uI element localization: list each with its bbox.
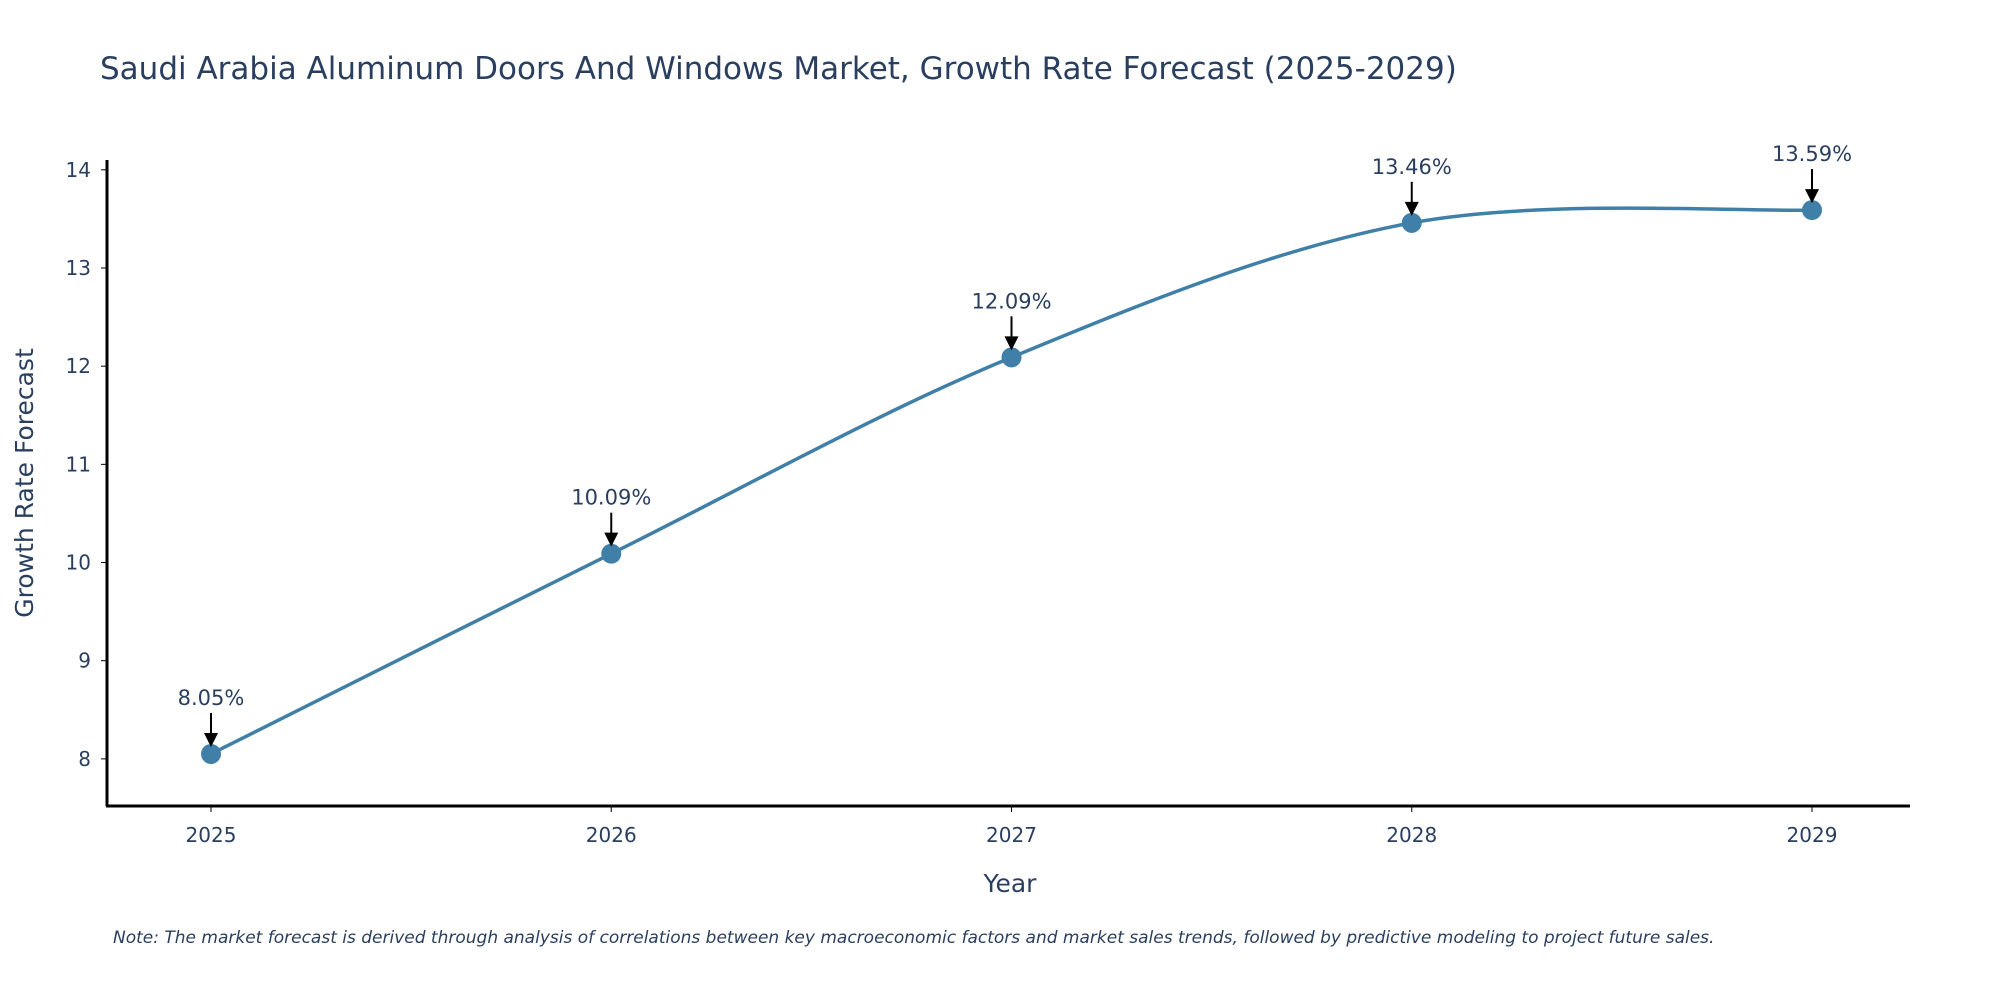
data-label: 13.46% [1372, 155, 1452, 179]
x-tick-label: 2025 [186, 823, 237, 847]
x-tick-label: 2029 [1787, 823, 1838, 847]
y-tick-label: 14 [66, 158, 91, 182]
data-annotations: 8.05% 10.09% 12.09% 13.46% 13.59% [178, 142, 1852, 747]
y-tick-label: 9 [78, 649, 91, 673]
annotation-arrowhead [604, 532, 619, 547]
x-tick-label: 2027 [986, 823, 1037, 847]
annotation-arrowhead [1004, 336, 1019, 351]
annotation-arrowhead [204, 732, 218, 747]
y-tick-label: 12 [66, 354, 91, 378]
data-point-marker [1001, 347, 1022, 368]
chart-note: Note: The market forecast is derived thr… [113, 928, 1714, 948]
chart-title: Saudi Arabia Aluminum Doors And Windows … [100, 51, 1457, 87]
data-point-marker [601, 543, 622, 564]
y-tick-label: 11 [66, 452, 91, 476]
data-label: 12.09% [971, 289, 1051, 313]
data-point-marker [1401, 212, 1422, 233]
x-tick-label: 2026 [586, 823, 637, 847]
data-label: 10.09% [571, 486, 651, 510]
annotation-arrowhead [1404, 201, 1419, 216]
x-axis-title: Year [983, 869, 1038, 898]
y-tick-label: 10 [66, 551, 91, 575]
data-markers [201, 200, 1822, 764]
x-tick-label: 2028 [1386, 823, 1437, 847]
y-tick-label: 13 [66, 256, 91, 280]
data-point-marker [1802, 200, 1822, 221]
x-axis-ticks: 2025 2026 2027 2028 2029 [186, 806, 1838, 847]
data-label: 13.59% [1772, 142, 1852, 166]
data-point-marker [201, 743, 221, 764]
y-tick-label: 8 [78, 747, 91, 771]
annotation-arrowhead [1805, 189, 1819, 204]
data-label: 8.05% [178, 686, 245, 710]
y-axis-title: Growth Rate Forecast [10, 348, 39, 618]
y-axis-ticks: 8 9 10 11 12 13 14 [66, 158, 107, 771]
